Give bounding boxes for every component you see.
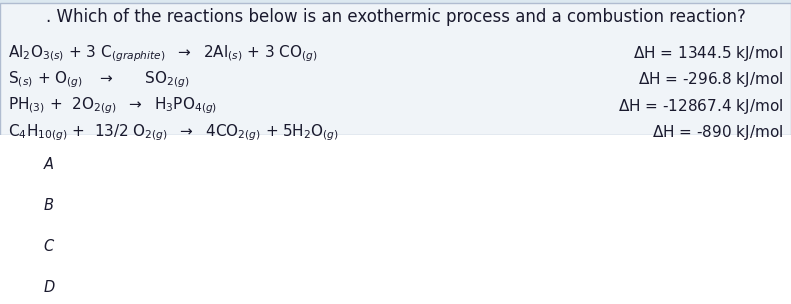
Text: A: A [44, 157, 54, 172]
Text: B: B [44, 198, 54, 213]
FancyBboxPatch shape [0, 135, 791, 304]
Text: D: D [44, 280, 55, 295]
Text: $\Delta$H = -296.8 kJ/mol: $\Delta$H = -296.8 kJ/mol [638, 70, 783, 89]
Text: . Which of the reactions below is an exothermic process and a combustion reactio: . Which of the reactions below is an exo… [46, 8, 745, 26]
Text: PH$_{(3)}$ +  2O$_{2(g)}$  $\rightarrow$  H$_3$PO$_{4(g)}$: PH$_{(3)}$ + 2O$_{2(g)}$ $\rightarrow$ H… [8, 96, 218, 116]
Text: $\Delta$H = 1344.5 kJ/mol: $\Delta$H = 1344.5 kJ/mol [633, 44, 783, 63]
Text: C: C [44, 239, 54, 254]
Text: $\Delta$H = -890 kJ/mol: $\Delta$H = -890 kJ/mol [652, 123, 783, 142]
Text: C$_4$H$_{10(g)}$ +  13/2 O$_{2(g)}$  $\rightarrow$  4CO$_{2(g)}$ + 5H$_2$O$_{(g): C$_4$H$_{10(g)}$ + 13/2 O$_{2(g)}$ $\rig… [8, 122, 339, 143]
Text: S$_{(s)}$ + O$_{(g)}$   $\rightarrow$      SO$_{2(g)}$: S$_{(s)}$ + O$_{(g)}$ $\rightarrow$ SO$_… [8, 69, 190, 90]
FancyBboxPatch shape [0, 3, 791, 135]
Text: Al$_2$O$_{3(s)}$ + 3 C$_{(graphite)}$  $\rightarrow$  2Al$_{(s)}$ + 3 CO$_{(g)}$: Al$_2$O$_{3(s)}$ + 3 C$_{(graphite)}$ $\… [8, 43, 318, 64]
Text: $\Delta$H = -12867.4 kJ/mol: $\Delta$H = -12867.4 kJ/mol [618, 97, 783, 116]
